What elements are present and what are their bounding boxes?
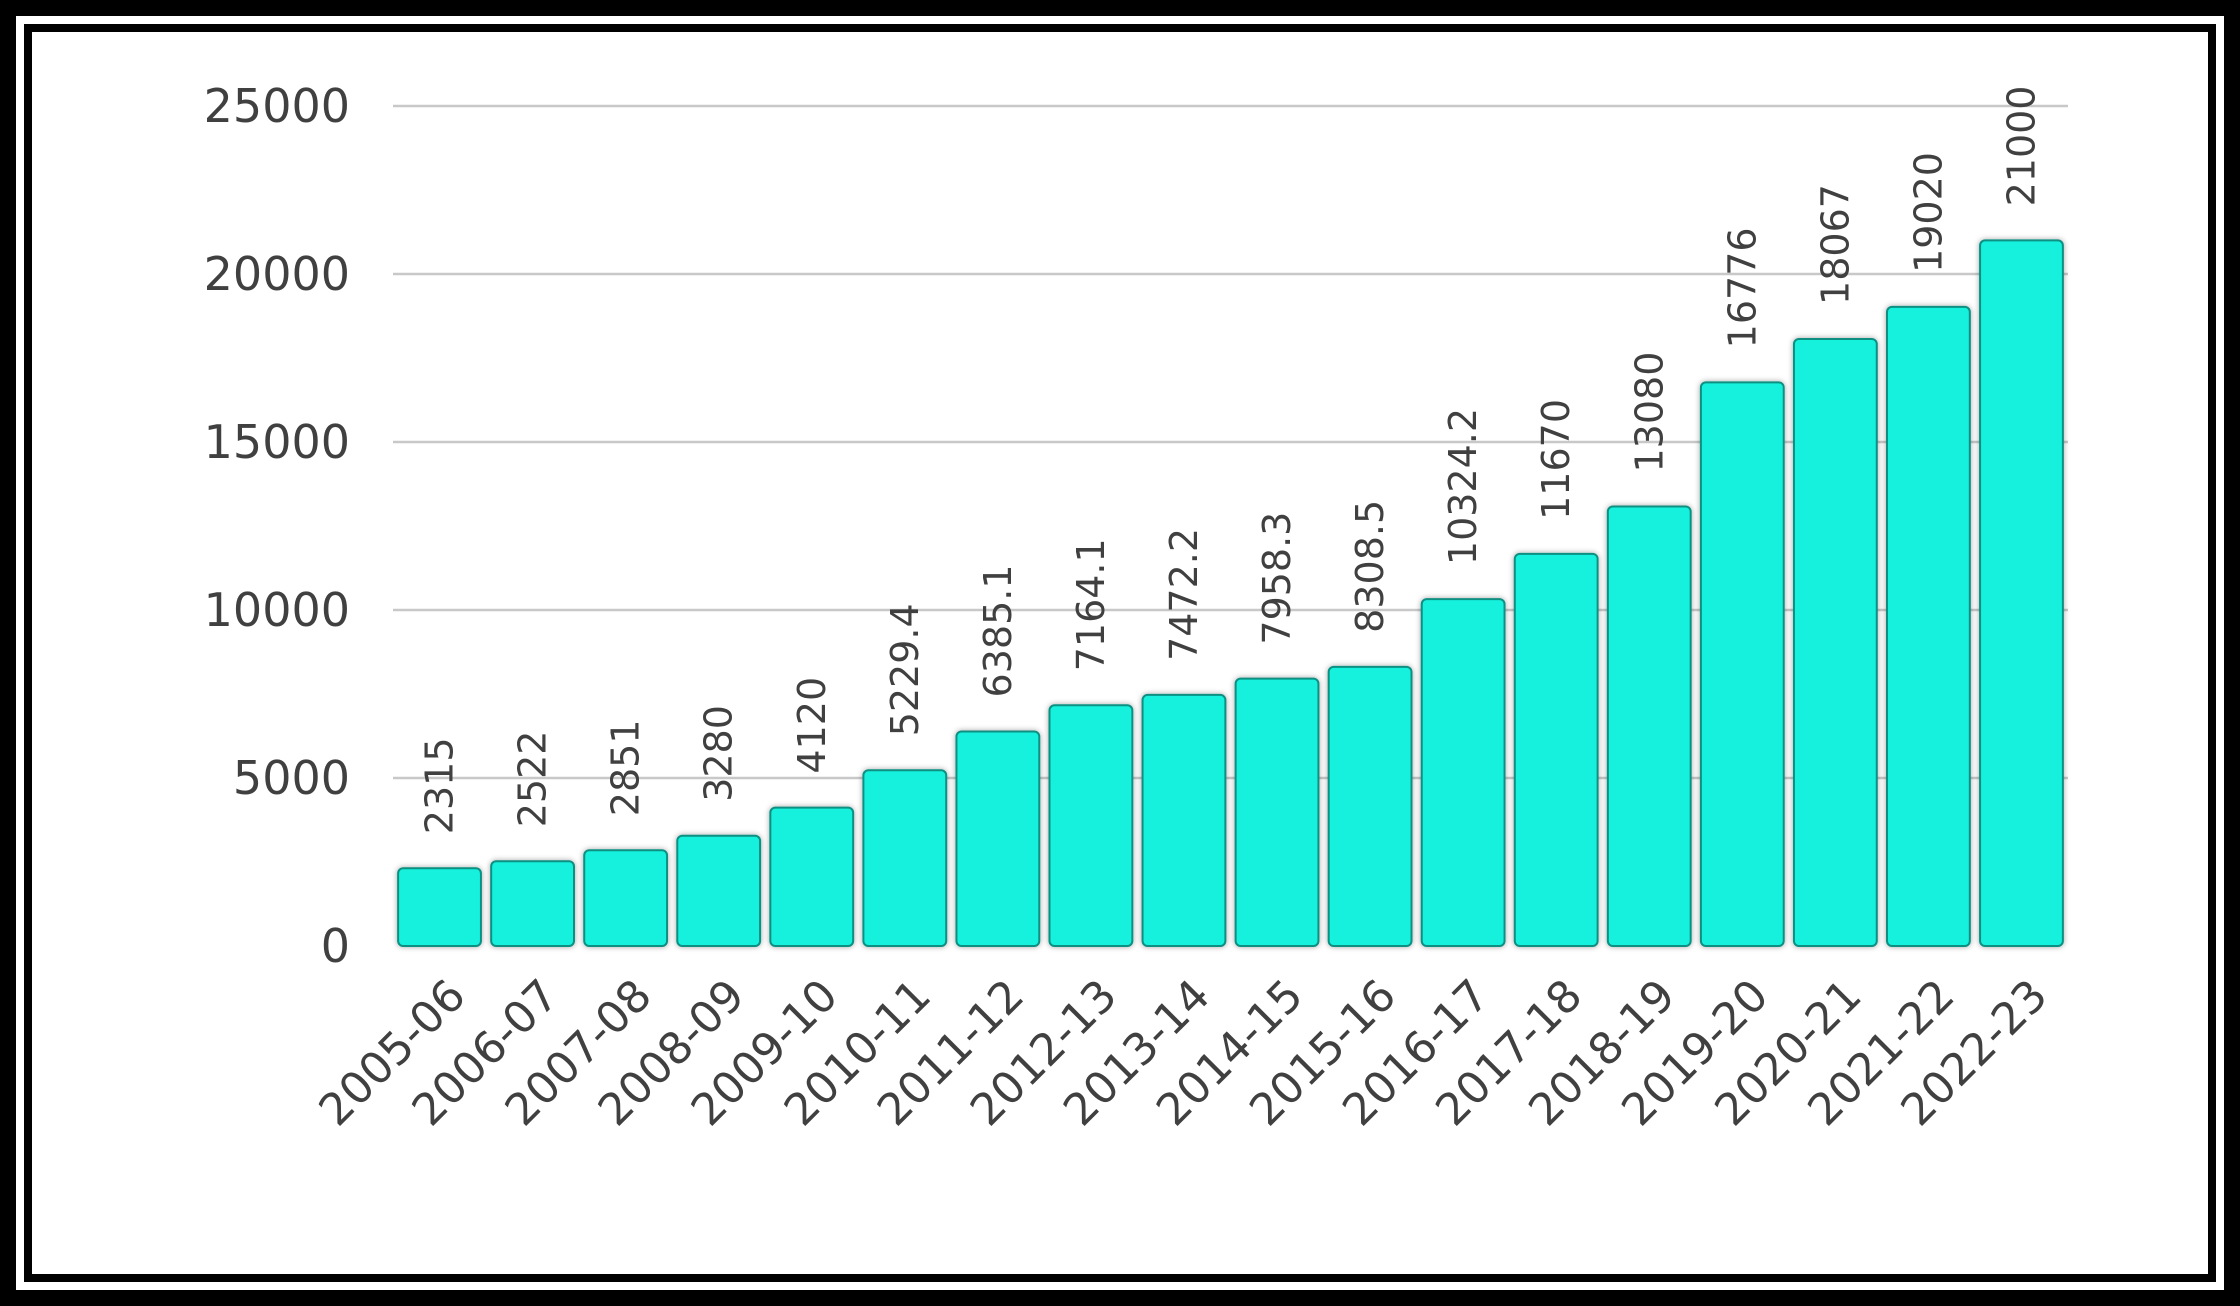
data-label: 19020 xyxy=(1906,152,1950,273)
y-axis-ticks: 0 5000 10000 15000 20000 25000 xyxy=(204,79,350,973)
data-label: 10324.2 xyxy=(1441,408,1485,565)
bar xyxy=(1513,552,1599,947)
x-axis-labels: 2005-062006-072007-082008-092009-102010-… xyxy=(309,970,2057,1136)
y-tick-label: 15000 xyxy=(204,415,350,469)
bar xyxy=(1327,665,1413,947)
data-labels: 2315 2522 2851 3280 4120 5229.4 6385.1 7164.1 74… xyxy=(418,86,2044,835)
bar xyxy=(1792,337,1878,947)
y-tick-label: 5000 xyxy=(233,751,350,805)
y-tick-label: 20000 xyxy=(204,247,350,301)
bar xyxy=(1606,505,1692,947)
data-label: 7164.1 xyxy=(1069,538,1113,671)
data-label: 16776 xyxy=(1720,227,1764,348)
data-label: 18067 xyxy=(1813,184,1857,305)
y-tick-label: 25000 xyxy=(204,79,350,133)
bar xyxy=(1234,677,1320,947)
bars xyxy=(397,239,2064,948)
y-tick-label: 10000 xyxy=(204,583,350,637)
data-label: 7958.3 xyxy=(1255,512,1299,645)
bar xyxy=(1699,381,1785,947)
y-tick-label: 0 xyxy=(321,919,350,973)
bar xyxy=(1420,598,1506,947)
data-label: 13080 xyxy=(1627,352,1671,473)
bar xyxy=(1886,305,1971,948)
data-label: 21000 xyxy=(1999,86,2043,207)
data-label: 6385.1 xyxy=(976,564,1020,697)
bar xyxy=(769,806,855,947)
data-label: 2315 xyxy=(418,737,462,834)
data-label: 11670 xyxy=(1534,399,1578,520)
data-label: 3280 xyxy=(697,705,741,802)
bar xyxy=(862,769,948,948)
data-label: 5229.4 xyxy=(883,603,927,736)
bar xyxy=(1141,693,1227,947)
bar xyxy=(583,849,669,948)
bar xyxy=(955,730,1041,947)
bar xyxy=(490,860,575,947)
data-label: 2522 xyxy=(511,731,555,828)
gridlines xyxy=(393,104,2068,780)
bar xyxy=(676,834,762,947)
data-label: 2851 xyxy=(604,719,648,816)
bar xyxy=(1979,239,2064,947)
data-label: 8308.5 xyxy=(1348,500,1392,633)
bar xyxy=(1048,704,1134,948)
data-label: 4120 xyxy=(790,677,834,774)
data-label: 7472.2 xyxy=(1162,528,1206,661)
bar xyxy=(397,867,482,947)
